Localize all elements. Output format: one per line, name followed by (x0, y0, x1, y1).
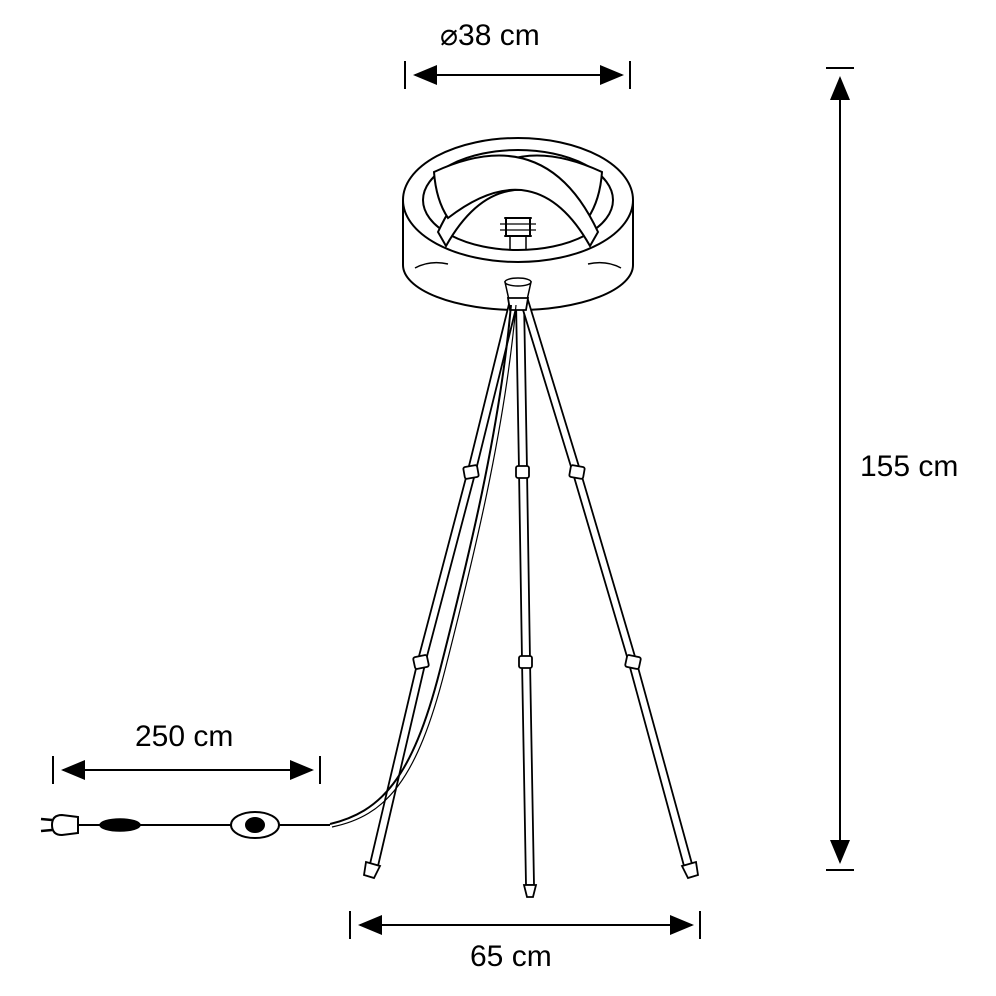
label-height: 155 cm (860, 450, 958, 484)
lamp-shade (403, 138, 633, 310)
label-base-width: 65 cm (470, 940, 552, 974)
foot-switch (231, 812, 279, 838)
dim-shade-diameter (405, 61, 630, 89)
label-shade-diameter: ⌀38 cm (440, 18, 540, 53)
dim-height (826, 68, 854, 870)
cord-ferrite (78, 819, 140, 831)
plug (41, 815, 78, 835)
label-cord-length: 250 cm (135, 720, 233, 754)
leg-right (520, 300, 698, 878)
lamp-dimension-diagram (0, 0, 996, 996)
leg-middle (516, 300, 536, 897)
dim-cord-length (53, 756, 320, 784)
tripod-legs (364, 298, 698, 897)
dim-base-width (350, 911, 700, 939)
